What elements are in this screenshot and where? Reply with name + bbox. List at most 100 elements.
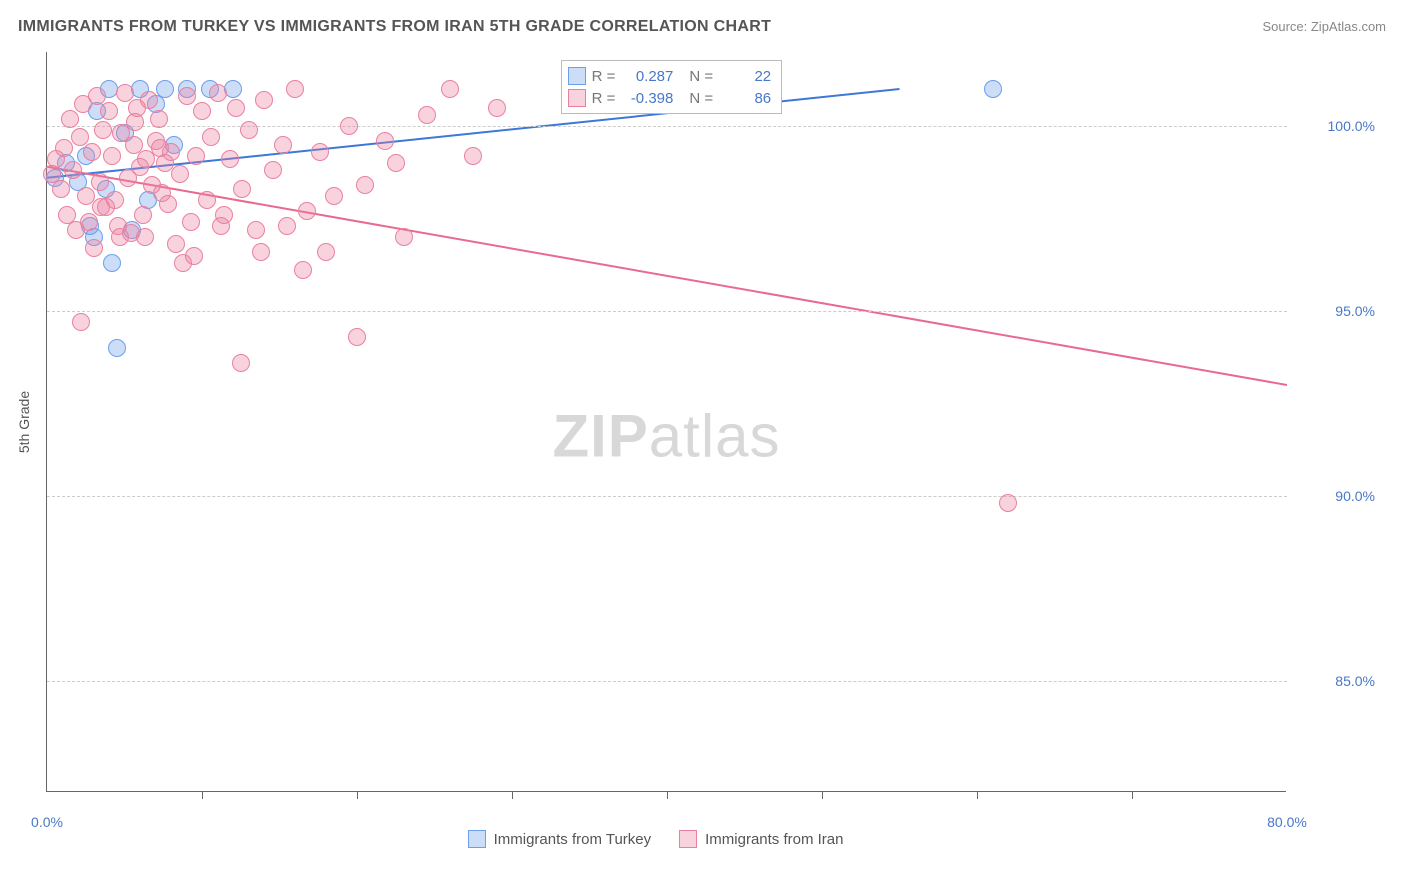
y-tick-label: 90.0% <box>1305 488 1375 504</box>
data-point-iran <box>340 117 358 135</box>
stats-legend-box: R =0.287N =22R =-0.398N =86 <box>561 60 783 114</box>
chart-title: IMMIGRANTS FROM TURKEY VS IMMIGRANTS FRO… <box>18 18 771 36</box>
data-point-iran <box>159 195 177 213</box>
legend-item-turkey: Immigrants from Turkey <box>468 830 652 848</box>
x-tick <box>512 791 513 799</box>
data-point-iran <box>52 180 70 198</box>
data-point-iran <box>488 99 506 117</box>
x-tick <box>822 791 823 799</box>
stat-r-label: R = <box>592 68 616 85</box>
stat-n-label: N = <box>689 90 713 107</box>
x-tick <box>977 791 978 799</box>
chart-container: 5th Grade ZIPatlas 85.0%90.0%95.0%100.0%… <box>46 52 1386 832</box>
stat-n-value: 86 <box>719 90 771 107</box>
data-point-iran <box>85 239 103 257</box>
legend-swatch-turkey <box>468 830 486 848</box>
data-point-iran <box>136 228 154 246</box>
data-point-iran <box>294 261 312 279</box>
legend-item-iran: Immigrants from Iran <box>679 830 843 848</box>
data-point-iran <box>317 243 335 261</box>
x-tick-label: 0.0% <box>17 814 77 830</box>
data-point-iran <box>100 102 118 120</box>
data-point-iran <box>387 154 405 172</box>
data-point-iran <box>126 113 144 131</box>
data-point-iran <box>212 217 230 235</box>
data-point-iran <box>232 354 250 372</box>
data-point-iran <box>376 132 394 150</box>
data-point-iran <box>72 313 90 331</box>
stats-row-turkey: R =0.287N =22 <box>568 65 772 87</box>
data-point-iran <box>221 150 239 168</box>
gridline-h <box>47 126 1287 127</box>
x-tick <box>202 791 203 799</box>
stat-n-label: N = <box>689 68 713 85</box>
data-point-iran <box>185 247 203 265</box>
gridline-h <box>47 681 1287 682</box>
data-point-iran <box>348 328 366 346</box>
trend-line-iran <box>47 167 1287 385</box>
data-point-iran <box>240 121 258 139</box>
swatch-turkey <box>568 67 586 85</box>
data-point-iran <box>227 99 245 117</box>
y-tick-label: 100.0% <box>1305 118 1375 134</box>
stat-r-label: R = <box>592 90 616 107</box>
data-point-iran <box>80 213 98 231</box>
data-point-iran <box>55 139 73 157</box>
data-point-turkey <box>103 254 121 272</box>
bottom-legend: Immigrants from Turkey Immigrants from Ir… <box>468 830 844 848</box>
data-point-iran <box>274 136 292 154</box>
swatch-iran <box>568 89 586 107</box>
data-point-iran <box>167 235 185 253</box>
data-point-iran <box>255 91 273 109</box>
legend-label: Immigrants from Iran <box>705 831 843 848</box>
data-point-iran <box>140 91 158 109</box>
stat-r-value: -0.398 <box>621 90 673 107</box>
data-point-iran <box>252 243 270 261</box>
y-axis-title: 5th Grade <box>16 391 32 453</box>
x-tick <box>357 791 358 799</box>
data-point-iran <box>198 191 216 209</box>
data-point-iran <box>103 147 121 165</box>
data-point-iran <box>111 228 129 246</box>
data-point-turkey <box>156 80 174 98</box>
data-point-iran <box>264 161 282 179</box>
data-point-iran <box>233 180 251 198</box>
data-point-turkey <box>984 80 1002 98</box>
data-point-iran <box>202 128 220 146</box>
data-point-iran <box>151 139 169 157</box>
data-point-iran <box>999 494 1017 512</box>
y-tick-label: 85.0% <box>1305 673 1375 689</box>
legend-swatch-iran <box>679 830 697 848</box>
x-tick-label: 80.0% <box>1257 814 1317 830</box>
data-point-iran <box>418 106 436 124</box>
data-point-iran <box>356 176 374 194</box>
data-point-iran <box>325 187 343 205</box>
data-point-turkey <box>224 80 242 98</box>
data-point-iran <box>298 202 316 220</box>
stat-r-value: 0.287 <box>621 68 673 85</box>
plot-area: ZIPatlas 85.0%90.0%95.0%100.0%0.0%80.0% <box>46 52 1286 792</box>
data-point-iran <box>83 143 101 161</box>
stats-row-iran: R = -0.398 N = 86 <box>568 87 772 109</box>
source-label: Source: ZipAtlas.com <box>1262 19 1386 34</box>
data-point-iran <box>61 110 79 128</box>
data-point-iran <box>64 161 82 179</box>
data-point-iran <box>286 80 304 98</box>
data-point-iran <box>116 84 134 102</box>
x-tick <box>1132 791 1133 799</box>
data-point-iran <box>441 80 459 98</box>
data-point-iran <box>71 128 89 146</box>
data-point-iran <box>178 87 196 105</box>
data-point-iran <box>134 206 152 224</box>
data-point-iran <box>150 110 168 128</box>
data-point-iran <box>278 217 296 235</box>
data-point-iran <box>182 213 200 231</box>
data-point-iran <box>92 198 110 216</box>
watermark: ZIPatlas <box>552 402 780 471</box>
legend-label: Immigrants from Turkey <box>494 831 652 848</box>
data-point-iran <box>94 121 112 139</box>
data-point-iran <box>187 147 205 165</box>
gridline-h <box>47 311 1287 312</box>
data-point-iran <box>88 87 106 105</box>
y-tick-label: 95.0% <box>1305 303 1375 319</box>
